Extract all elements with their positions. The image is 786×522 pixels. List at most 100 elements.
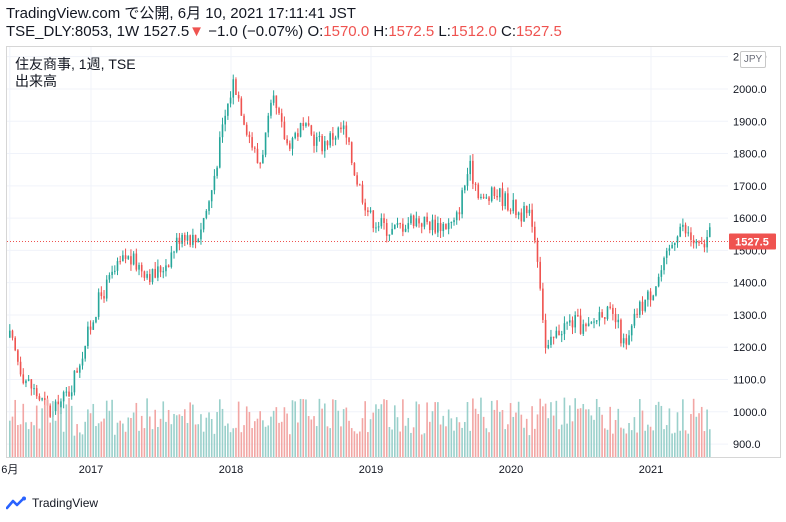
candle-body — [407, 223, 410, 229]
volume-bar — [294, 401, 296, 457]
candle-body — [178, 237, 181, 244]
candle-body — [423, 216, 426, 227]
open-label: O: — [307, 23, 324, 40]
candle-body — [458, 212, 461, 215]
volume-bar — [326, 426, 329, 457]
volume-bar — [35, 405, 38, 457]
candle-body — [493, 187, 496, 196]
candle-body — [563, 323, 566, 335]
candle-body — [345, 125, 348, 138]
volume-bar — [170, 424, 173, 457]
candle-body — [463, 185, 466, 191]
volume-bar — [493, 409, 496, 457]
publish-info: TradingView.com で公開, 6月 10, 2021 17:11:4… — [6, 5, 356, 22]
candle-body — [181, 234, 183, 244]
candle-body — [14, 337, 16, 351]
volume-bar — [68, 397, 70, 457]
low-value: 1512.0 — [450, 23, 497, 40]
candle-body — [684, 224, 687, 234]
volume-bar — [652, 430, 655, 457]
candle-body — [358, 184, 361, 186]
candle-body — [582, 324, 585, 334]
candle-body — [504, 193, 506, 207]
candle-body — [477, 184, 480, 199]
candle-body — [630, 325, 633, 336]
candle-body — [256, 148, 259, 164]
volume-bar — [536, 414, 539, 457]
change-info: −1.0 (−0.07%) — [208, 23, 304, 40]
candle-body — [533, 226, 536, 241]
candle-body — [342, 125, 345, 130]
volume-bar — [574, 398, 576, 457]
volume-bar — [14, 399, 16, 457]
candle-body — [78, 365, 81, 373]
candle-body — [700, 243, 703, 245]
volume-bar — [614, 419, 617, 457]
volume-bar — [321, 408, 323, 457]
candle-body — [708, 227, 711, 237]
candle-body — [318, 135, 321, 138]
volume-bar — [124, 431, 127, 457]
volume-bar — [579, 408, 582, 457]
volume-bar — [218, 399, 221, 457]
candle-body — [235, 79, 237, 95]
candle-body — [439, 223, 442, 232]
volume-bar — [318, 398, 321, 457]
volume-bar — [542, 406, 544, 457]
volume-bar — [181, 415, 183, 457]
volume-bar — [385, 400, 388, 457]
candle-body — [579, 315, 582, 334]
volume-bar — [566, 423, 568, 457]
close-label: C: — [500, 23, 516, 40]
volume-bar — [105, 400, 108, 457]
volume-bar — [372, 412, 375, 457]
candle-body — [490, 187, 493, 201]
volume-bar — [167, 409, 170, 457]
volume-bar — [178, 414, 181, 457]
footer-brand[interactable]: TradingView — [6, 494, 98, 512]
candle-body — [175, 237, 178, 252]
volume-bar — [27, 429, 30, 457]
volume-bar — [353, 431, 356, 457]
candle-body — [547, 344, 550, 348]
volume-bar — [87, 409, 89, 457]
candle-body — [676, 236, 679, 243]
candle-body — [197, 239, 200, 243]
candle-body — [544, 319, 547, 348]
volume-bar — [568, 405, 571, 457]
candle-body — [253, 147, 256, 149]
candle-body — [41, 398, 43, 400]
candle-body — [170, 252, 173, 267]
currency-button[interactable]: JPY — [740, 51, 766, 68]
volume-bar — [189, 402, 191, 457]
volume-bar — [221, 408, 224, 457]
candle-body — [420, 223, 423, 227]
volume-bar — [488, 432, 490, 457]
volume-bar — [525, 418, 528, 457]
volume-bar — [679, 430, 681, 457]
candle-body — [334, 137, 337, 140]
volume-bar — [426, 402, 428, 457]
candle-body — [113, 270, 116, 272]
volume-bar — [434, 402, 436, 457]
volume-bar — [81, 434, 84, 457]
candle-body — [496, 195, 498, 198]
candle-body — [194, 234, 197, 243]
candle-body — [148, 274, 151, 282]
volume-bar — [644, 430, 646, 457]
volume-bar — [135, 402, 138, 457]
tradingview-logo-icon — [6, 496, 26, 510]
y-tick-label: 900.0 — [733, 439, 761, 451]
candle-body — [603, 317, 606, 319]
candle-body — [280, 113, 283, 122]
volume-bar — [116, 422, 119, 457]
volume-bar — [407, 417, 410, 457]
candle-body — [480, 196, 482, 199]
candle-body — [380, 218, 383, 227]
volume-bar — [665, 425, 668, 457]
candle-body — [297, 133, 299, 137]
candle-body — [54, 401, 57, 412]
volume-bar — [291, 400, 294, 457]
candle-body — [555, 330, 558, 338]
